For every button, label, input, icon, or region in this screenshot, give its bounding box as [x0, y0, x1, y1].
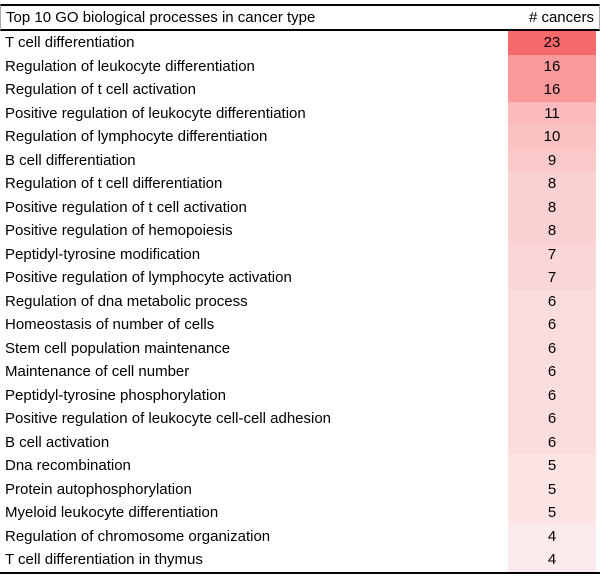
process-cell: Positive regulation of lymphocyte activa…: [5, 269, 292, 287]
process-cell: Positive regulation of leukocyte differe…: [5, 104, 306, 122]
table-row: Regulation of t cell differentiation 8: [0, 172, 600, 196]
process-cell: Positive regulation of leukocyte cell-ce…: [5, 410, 332, 428]
count-cell: 10: [508, 125, 596, 149]
table-body: T cell differentiation 23 Regulation of …: [0, 31, 600, 574]
count-cell: 8: [508, 219, 596, 243]
count-cell: 6: [508, 430, 596, 454]
table-row: T cell differentiation in thymus 4: [0, 548, 600, 572]
table-row: Myeloid leukocyte differentiation 5: [0, 501, 600, 525]
process-cell: Stem cell population maintenance: [5, 339, 231, 357]
table-row: Regulation of lymphocyte differentiation…: [0, 125, 600, 149]
table-row: Homeostasis of number of cells 6: [0, 313, 600, 337]
process-cell: Myeloid leukocyte differentiation: [5, 504, 219, 522]
table-row: Peptidyl-tyrosine modification 7: [0, 242, 600, 266]
table-header-row: Top 10 GO biological processes in cancer…: [0, 4, 600, 31]
count-cell: 6: [508, 383, 596, 407]
process-cell: Regulation of t cell differentiation: [5, 175, 223, 193]
count-cell: 4: [508, 548, 596, 572]
count-cell: 4: [508, 524, 596, 548]
process-cell: Dna recombination: [5, 457, 131, 475]
table-row: Positive regulation of hemopoiesis 8: [0, 219, 600, 243]
count-cell: 16: [508, 54, 596, 78]
process-cell: T cell differentiation: [5, 34, 135, 52]
count-cell: 11: [508, 101, 596, 125]
count-cell: 6: [508, 336, 596, 360]
count-cell: 7: [508, 242, 596, 266]
process-cell: Regulation of chromosome organization: [5, 527, 271, 545]
process-cell: Peptidyl-tyrosine phosphorylation: [5, 386, 226, 404]
process-cell: B cell activation: [5, 433, 110, 451]
process-cell: B cell differentiation: [5, 151, 136, 169]
table-row: Regulation of dna metabolic process 6: [0, 289, 600, 313]
table-row: B cell activation 6: [0, 430, 600, 454]
table-row: Stem cell population maintenance 6: [0, 336, 600, 360]
table-row: Positive regulation of t cell activation…: [0, 195, 600, 219]
count-cell: 6: [508, 407, 596, 431]
count-cell: 6: [508, 289, 596, 313]
count-cell: 7: [508, 266, 596, 290]
process-cell: Positive regulation of t cell activation: [5, 198, 247, 216]
table-row: Regulation of t cell activation 16: [0, 78, 600, 102]
count-cell: 8: [508, 172, 596, 196]
header-process-label: Top 10 GO biological processes in cancer…: [6, 9, 316, 26]
count-cell: 5: [508, 454, 596, 478]
table-row: Regulation of chromosome organization 4: [0, 524, 600, 548]
count-cell: 23: [508, 31, 596, 55]
process-cell: Regulation of dna metabolic process: [5, 292, 248, 310]
process-cell: Regulation of lymphocyte differentiation: [5, 128, 268, 146]
count-cell: 5: [508, 501, 596, 525]
process-cell: T cell differentiation in thymus: [5, 551, 203, 569]
count-cell: 6: [508, 360, 596, 384]
process-cell: Positive regulation of hemopoiesis: [5, 222, 233, 240]
table-row: Protein autophosphorylation 5: [0, 477, 600, 501]
table-row: Peptidyl-tyrosine phosphorylation 6: [0, 383, 600, 407]
header-cancers-count-label: # cancers: [528, 9, 594, 26]
table-row: B cell differentiation 9: [0, 148, 600, 172]
process-cell: Peptidyl-tyrosine modification: [5, 245, 201, 263]
process-cell: Regulation of t cell activation: [5, 81, 196, 99]
table-row: Positive regulation of leukocyte differe…: [0, 101, 600, 125]
count-cell: 6: [508, 313, 596, 337]
table-row: Positive regulation of lymphocyte activa…: [0, 266, 600, 290]
count-cell: 5: [508, 477, 596, 501]
process-cell: Homeostasis of number of cells: [5, 316, 215, 334]
table-row: T cell differentiation 23: [0, 31, 600, 55]
table-row: Positive regulation of leukocyte cell-ce…: [0, 407, 600, 431]
table-row: Dna recombination 5: [0, 454, 600, 478]
table-row: Maintenance of cell number 6: [0, 360, 600, 384]
process-cell: Maintenance of cell number: [5, 363, 190, 381]
count-cell: 8: [508, 195, 596, 219]
process-cell: Protein autophosphorylation: [5, 480, 192, 498]
process-cell: Regulation of leukocyte differentiation: [5, 57, 255, 75]
count-cell: 9: [508, 148, 596, 172]
count-cell: 16: [508, 78, 596, 102]
table-row: Regulation of leukocyte differentiation …: [0, 54, 600, 78]
